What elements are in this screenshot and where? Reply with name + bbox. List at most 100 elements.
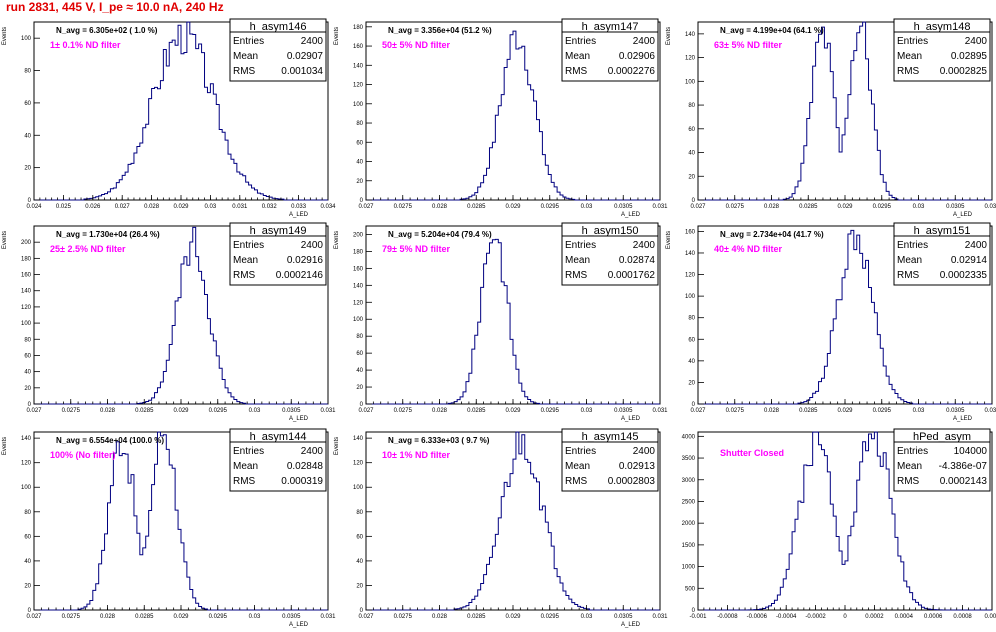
stats-key: Entries xyxy=(897,36,928,47)
stats-title: h_asym151 xyxy=(914,225,971,237)
stats-key: Mean xyxy=(897,51,922,62)
x-tick-label: 0.0006 xyxy=(924,614,943,620)
x-tick-label: 0.0275 xyxy=(394,614,413,620)
navg-label: N_avg = 4.199e+04 (64.1 %) xyxy=(720,26,824,35)
x-tick-label: 0.031 xyxy=(984,408,996,414)
y-tick-label: 120 xyxy=(353,461,364,467)
stats-key: RMS xyxy=(565,270,588,281)
stats-key: Mean xyxy=(565,51,590,62)
stats-key: RMS xyxy=(233,476,256,487)
x-tick-label: 0.0275 xyxy=(62,614,81,620)
y-tick-label: 200 xyxy=(353,232,364,238)
x-tick-label: -0.0002 xyxy=(805,614,826,620)
x-tick-label: 0.028 xyxy=(764,204,780,210)
x-tick-label: 0.027 xyxy=(358,408,374,414)
x-tick-label: 0.028 xyxy=(432,408,448,414)
stats-value: 0.0002335 xyxy=(940,270,988,281)
x-tick-label: 0.0285 xyxy=(135,614,154,620)
stats-key: Mean xyxy=(897,255,922,266)
y-tick-label: 20 xyxy=(356,385,363,391)
y-tick-label: 80 xyxy=(24,510,31,516)
stats-box xyxy=(893,18,991,82)
stats-key: Mean xyxy=(897,461,922,472)
stats-box xyxy=(561,222,659,286)
stats-box xyxy=(893,222,991,286)
x-tick-label: 0.0002 xyxy=(865,614,884,620)
x-axis-title: A_LED xyxy=(289,622,309,628)
y-tick-label: 60 xyxy=(24,353,31,359)
stats-key: Mean xyxy=(565,461,590,472)
x-tick-label: 0.029 xyxy=(173,408,189,414)
stats-key: RMS xyxy=(565,476,588,487)
histogram-line xyxy=(366,431,660,611)
x-tick-label: 0.0285 xyxy=(467,408,486,414)
stats-value: 2400 xyxy=(633,240,656,251)
x-tick-label: 0.028 xyxy=(764,408,780,414)
filter-label: 25± 2.5% ND filter xyxy=(50,244,126,254)
stats-key: Entries xyxy=(897,240,928,251)
x-tick-label: 0.027 xyxy=(358,614,374,620)
stats-key: RMS xyxy=(565,66,588,77)
x-tick-label: 0.028 xyxy=(100,408,116,414)
y-tick-label: 100 xyxy=(353,102,364,108)
y-tick-label: 140 xyxy=(685,251,696,257)
y-tick-label: 100 xyxy=(21,36,32,42)
y-tick-label: 180 xyxy=(21,256,32,262)
x-tick-label: 0.027 xyxy=(26,614,42,620)
x-tick-label: 0.0295 xyxy=(541,614,560,620)
x-tick-label: 0.032 xyxy=(262,204,278,210)
filter-label: 40± 4% ND filter xyxy=(714,244,782,254)
y-tick-label: 60 xyxy=(24,101,31,107)
x-tick-label: 0.029 xyxy=(837,204,853,210)
y-axis-title: Events xyxy=(666,231,672,249)
x-tick-label: 0.0305 xyxy=(946,408,965,414)
y-tick-label: 80 xyxy=(24,337,31,343)
y-tick-label: 20 xyxy=(24,386,31,392)
y-tick-label: 0 xyxy=(692,608,696,614)
y-tick-label: 4000 xyxy=(682,434,696,440)
stats-key: Entries xyxy=(565,240,596,251)
y-axis-title: Events xyxy=(334,231,340,249)
histogram-panel-h_asym151: 0.027 0.0275 0.028 0.0285 0.029 0.0295 0.03 0.0… xyxy=(666,222,996,422)
navg-label: N_avg = 3.356e+04 (51.2 %) xyxy=(388,26,492,35)
y-tick-label: 140 xyxy=(685,32,696,38)
y-tick-label: 0 xyxy=(360,402,364,408)
stats-box xyxy=(229,18,327,82)
stats-value: 2400 xyxy=(301,240,324,251)
x-tick-label: 0.027 xyxy=(690,204,706,210)
y-tick-label: 120 xyxy=(685,273,696,279)
stats-value: 0.0002276 xyxy=(608,66,656,77)
x-tick-label: -0.0008 xyxy=(717,614,738,620)
x-tick-label: 0 xyxy=(843,614,847,620)
stats-value: 0.02913 xyxy=(619,461,656,472)
x-tick-label: 0.027 xyxy=(690,408,706,414)
filter-label: 1± 0.1% ND filter xyxy=(50,40,121,50)
x-tick-label: 0.0295 xyxy=(209,614,228,620)
y-tick-label: 40 xyxy=(24,370,31,376)
navg-label: N_avg = 6.305e+02 ( 1.0 %) xyxy=(56,26,158,35)
x-tick-label: 0.0295 xyxy=(873,408,892,414)
y-tick-label: 140 xyxy=(21,289,32,295)
y-tick-label: 80 xyxy=(688,316,695,322)
stats-box xyxy=(561,428,659,492)
y-tick-label: 140 xyxy=(353,283,364,289)
y-tick-label: 1000 xyxy=(682,565,696,571)
stats-key: Mean xyxy=(233,255,258,266)
stats-value: 0.0002143 xyxy=(940,476,988,487)
stats-value: 0.02907 xyxy=(287,51,324,62)
histogram-line xyxy=(698,431,992,611)
stats-value: 0.02848 xyxy=(287,461,324,472)
y-tick-label: 200 xyxy=(21,240,32,246)
stats-title: hPed_asym xyxy=(913,431,971,443)
y-tick-label: 60 xyxy=(24,534,31,540)
y-axis-title: Events xyxy=(2,27,8,45)
y-tick-label: 20 xyxy=(688,380,695,386)
stats-title: h_asym150 xyxy=(582,225,639,237)
y-tick-label: 40 xyxy=(24,133,31,139)
stats-value: 2400 xyxy=(633,446,656,457)
x-tick-label: 0.0275 xyxy=(394,204,413,210)
x-tick-label: 0.0295 xyxy=(209,408,228,414)
x-tick-label: 0.0295 xyxy=(873,204,892,210)
y-tick-label: 40 xyxy=(356,368,363,374)
x-tick-label: 0.03 xyxy=(205,204,217,210)
